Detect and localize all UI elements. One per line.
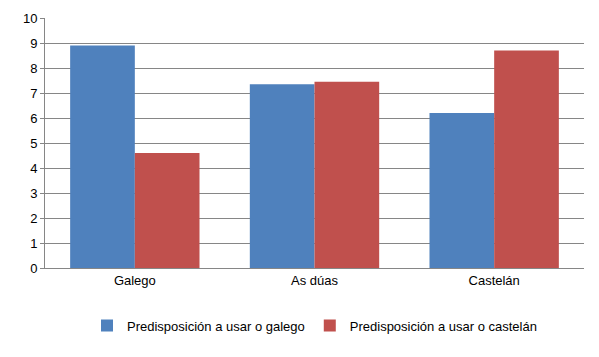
- svg-text:Galego: Galego: [114, 273, 156, 288]
- svg-text:6: 6: [30, 111, 37, 126]
- svg-text:1: 1: [30, 236, 37, 251]
- svg-text:5: 5: [30, 136, 37, 151]
- svg-text:9: 9: [30, 36, 37, 51]
- svg-text:As dúas: As dúas: [291, 273, 338, 288]
- svg-text:4: 4: [30, 161, 37, 176]
- svg-text:10: 10: [23, 11, 37, 26]
- svg-text:Castelán: Castelán: [469, 273, 520, 288]
- svg-text:Predisposición a usar o galego: Predisposición a usar o galego: [127, 319, 305, 334]
- svg-text:0: 0: [30, 261, 37, 276]
- svg-text:Predisposición a usar o castel: Predisposición a usar o castelán: [350, 319, 537, 334]
- svg-text:7: 7: [30, 86, 37, 101]
- svg-text:2: 2: [30, 211, 37, 226]
- svg-text:3: 3: [30, 186, 37, 201]
- svg-text:8: 8: [30, 61, 37, 76]
